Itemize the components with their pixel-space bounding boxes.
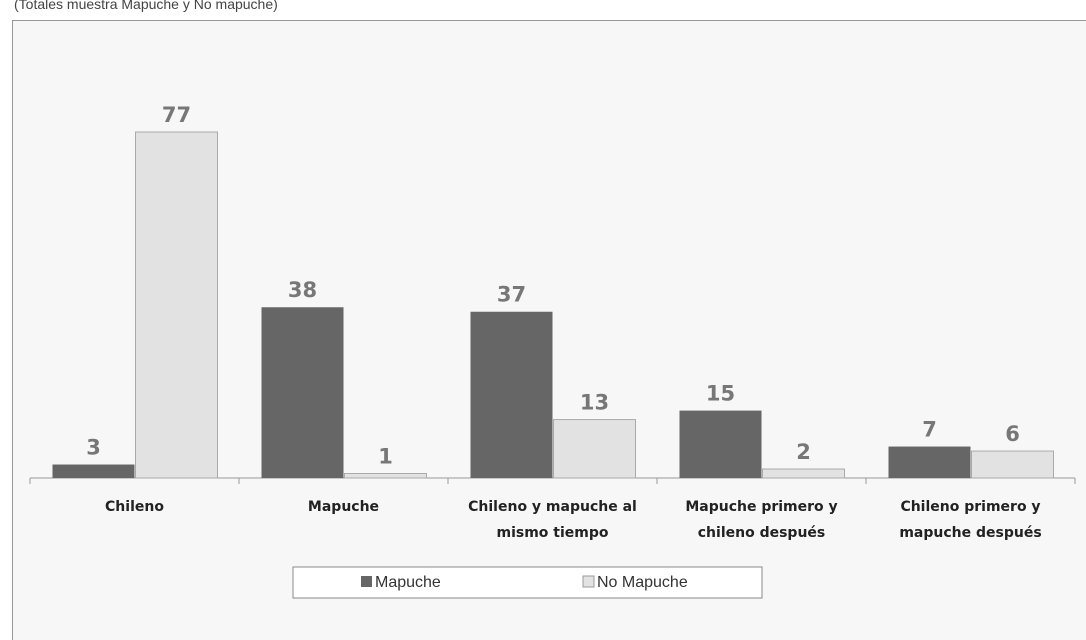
value-label: 3 (86, 436, 101, 460)
legend-swatch (361, 576, 372, 587)
value-label: 13 (580, 391, 609, 415)
bar (553, 419, 636, 479)
value-label: 6 (1005, 422, 1020, 446)
legend-swatch (582, 575, 595, 588)
legend-label: Mapuche (375, 574, 441, 591)
value-label: 37 (497, 283, 526, 307)
value-label: 77 (162, 103, 191, 127)
value-label: 38 (288, 278, 317, 302)
bar (261, 307, 344, 478)
x-tick-label: Mapuche (307, 499, 380, 515)
bar (888, 446, 971, 478)
bar (971, 450, 1054, 479)
bar (344, 473, 427, 479)
bar (135, 131, 218, 479)
bar (679, 410, 762, 478)
x-tick-label: Chileno (105, 499, 164, 515)
bar (762, 468, 845, 479)
bar (470, 311, 553, 478)
value-label: 7 (922, 418, 937, 442)
x-tick-label: Chileno primero y mapuche después (899, 499, 1042, 541)
x-tick-label: Mapuche primero y chileno después (685, 499, 838, 541)
value-label: 15 (706, 382, 735, 406)
value-label: 2 (796, 440, 811, 464)
bar (52, 464, 135, 478)
legend-label: No Mapuche (597, 574, 688, 591)
value-label: 1 (378, 445, 393, 469)
chart-subtitle: (Totales muestra Mapuche y No mapuche) (14, 0, 278, 12)
x-tick-label: Chileno y mapuche al mismo tiempo (468, 499, 637, 541)
